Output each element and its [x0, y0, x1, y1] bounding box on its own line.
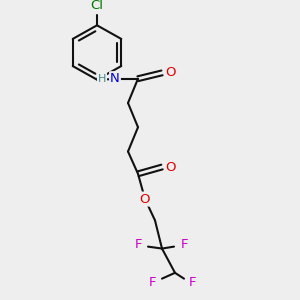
Text: O: O	[166, 160, 176, 173]
Text: N: N	[110, 72, 120, 85]
Text: Cl: Cl	[91, 0, 103, 12]
Text: F: F	[189, 276, 197, 289]
Text: F: F	[134, 238, 142, 251]
Text: O: O	[166, 66, 176, 80]
Text: H: H	[98, 74, 106, 84]
Text: O: O	[140, 193, 150, 206]
Text: F: F	[180, 238, 188, 251]
Text: F: F	[149, 276, 157, 289]
